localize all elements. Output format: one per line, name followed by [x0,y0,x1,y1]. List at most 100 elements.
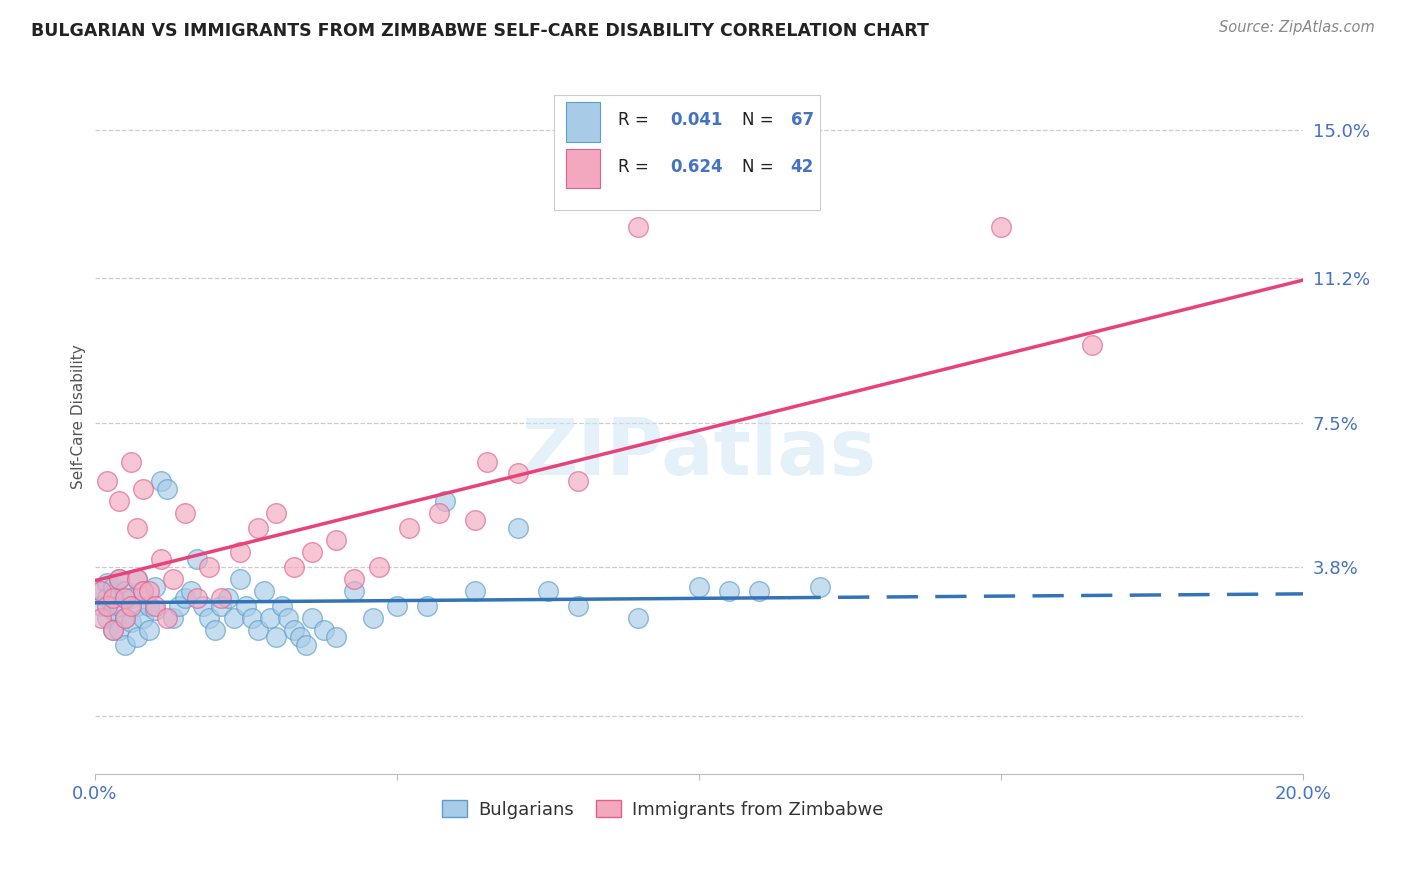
Point [1080,337,1102,351]
Point [537,583,560,598]
Point [132,583,155,598]
Text: Source: ZipAtlas.com: Source: ZipAtlas.com [1219,20,1375,35]
Point [464,583,486,598]
Point [138,583,160,598]
Point [627,611,650,625]
Point [138,623,160,637]
Text: N =: N = [742,112,779,129]
Point [107,493,129,508]
Point [90,611,112,625]
Point [990,220,1012,235]
Point [125,572,148,586]
Point [150,475,173,489]
Point [125,631,148,645]
Point [808,580,831,594]
Point [143,599,166,614]
Point [718,583,741,598]
Point [96,611,118,625]
Point [150,552,173,566]
Point [120,455,142,469]
Point [125,599,148,614]
Point [186,591,208,606]
Point [361,611,384,625]
Text: BULGARIAN VS IMMIGRANTS FROM ZIMBABWE SELF-CARE DISABILITY CORRELATION CHART: BULGARIAN VS IMMIGRANTS FROM ZIMBABWE SE… [31,22,929,40]
Point [434,493,457,508]
Text: 67: 67 [790,112,814,129]
Point [193,599,215,614]
Text: 0.624: 0.624 [669,158,723,176]
Point [186,552,208,566]
Point [627,220,650,235]
Point [264,631,287,645]
Point [90,599,112,614]
Point [156,482,179,496]
Point [222,611,245,625]
Point [114,583,136,598]
Point [264,506,287,520]
Point [240,611,263,625]
Point [125,572,148,586]
Point [427,506,450,520]
Text: ZIPatlas: ZIPatlas [522,415,876,491]
Point [96,591,118,606]
Point [477,455,499,469]
Point [688,580,710,594]
Point [567,599,589,614]
Point [132,482,155,496]
Point [288,631,311,645]
Point [314,623,336,637]
Point [174,591,197,606]
Point [211,599,233,614]
Text: R =: R = [617,158,654,176]
Point [107,623,129,637]
Point [132,583,155,598]
Point [114,611,136,625]
Point [204,623,226,637]
Point [138,599,160,614]
Legend: Bulgarians, Immigrants from Zimbabwe: Bulgarians, Immigrants from Zimbabwe [434,793,890,826]
Point [567,475,589,489]
Point [217,591,239,606]
Point [398,521,420,535]
Point [198,560,221,574]
Point [107,572,129,586]
Point [96,575,118,590]
Point [120,599,142,614]
Point [107,599,129,614]
FancyBboxPatch shape [565,149,600,188]
Point [416,599,439,614]
Point [506,467,529,481]
Point [277,611,299,625]
Point [367,560,389,574]
Point [283,560,305,574]
Point [385,599,408,614]
Point [101,623,124,637]
Point [162,572,184,586]
Point [259,611,281,625]
Point [132,611,155,625]
Point [114,591,136,606]
Point [198,611,221,625]
Point [325,631,347,645]
Text: 42: 42 [790,158,814,176]
Point [96,599,118,614]
Point [96,475,118,489]
Point [295,638,318,652]
Point [228,544,250,558]
Point [235,599,257,614]
Point [114,611,136,625]
Point [107,572,129,586]
FancyBboxPatch shape [554,95,820,210]
Point [143,603,166,617]
Point [343,583,366,598]
Point [246,521,269,535]
Point [253,583,276,598]
Point [301,544,323,558]
Point [174,506,197,520]
Y-axis label: Self-Care Disability: Self-Care Disability [72,344,86,489]
Point [748,583,770,598]
Point [506,521,529,535]
Point [125,521,148,535]
Point [90,583,112,598]
Point [180,583,202,598]
